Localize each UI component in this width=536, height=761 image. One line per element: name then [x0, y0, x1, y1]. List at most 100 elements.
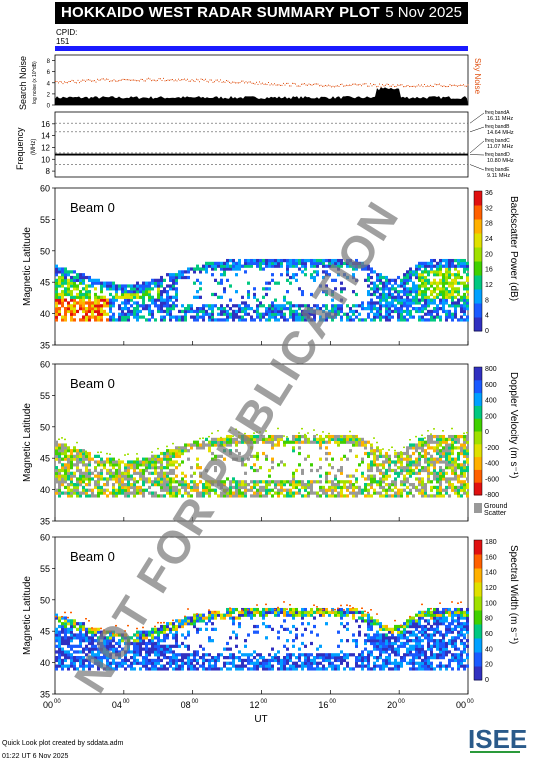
- heatmap-cell: [199, 644, 202, 648]
- heatmap-cell: [106, 494, 109, 498]
- colorbar-segment: [474, 482, 482, 496]
- heatmap-cell: [109, 315, 112, 319]
- heatmap-cell: [97, 318, 100, 322]
- ground-scatter-cell: [316, 494, 319, 498]
- heatmap-cell: [328, 451, 331, 456]
- heatmap-cell: [55, 318, 58, 322]
- heatmap-cell: [319, 318, 322, 322]
- heatmap-cell: [151, 315, 154, 319]
- ground-scatter-cell: [361, 437, 364, 442]
- heatmap-cell: [430, 624, 433, 629]
- heatmap-cell: [67, 644, 70, 648]
- sky-noise-point: [194, 80, 196, 82]
- heatmap-cell: [400, 491, 403, 495]
- heatmap-cell: [238, 494, 241, 498]
- heatmap-cell: [364, 451, 367, 456]
- heatmap-cell: [442, 451, 445, 456]
- heatmap-cell: [415, 641, 418, 646]
- heatmap-cell: [427, 446, 430, 450]
- ground-scatter-cell: [235, 494, 238, 498]
- heatmap-cell: [409, 653, 412, 657]
- heatmap-cell: [436, 471, 439, 475]
- sky-noise-point: [169, 79, 170, 81]
- heatmap-cell: [61, 616, 64, 620]
- heatmap-cell: [448, 309, 451, 314]
- heatmap-cell: [103, 667, 106, 671]
- ground-scatter-cell: [229, 480, 232, 484]
- heatmap-cell: [82, 664, 85, 668]
- heatmap-cell: [184, 644, 187, 648]
- heatmap-cell: [244, 309, 247, 314]
- heatmap-cell: [451, 295, 454, 299]
- heatmap-cell: [73, 664, 76, 668]
- sky-noise-point: [335, 85, 337, 87]
- heatmap-cell: [463, 446, 466, 450]
- ground-scatter-cell: [232, 440, 235, 444]
- heatmap-cell: [145, 658, 148, 663]
- heatmap-cell: [169, 315, 172, 319]
- heatmap-cell: [388, 290, 391, 294]
- sky-noise-point: [148, 77, 149, 79]
- heatmap-cell: [298, 653, 301, 657]
- heatmap-cell: [67, 468, 70, 473]
- heatmap-cell: [208, 318, 211, 322]
- heatmap-cell: [448, 315, 451, 319]
- heatmap-cell: [448, 624, 451, 629]
- ground-scatter-cell: [220, 491, 223, 495]
- heatmap-cell: [163, 304, 166, 308]
- sky-noise-point: [404, 86, 406, 88]
- sparse-cell: [382, 448, 384, 450]
- heatmap-cell: [175, 292, 178, 297]
- heatmap-cell: [175, 454, 178, 458]
- ground-scatter-cell: [115, 460, 118, 464]
- heatmap-cell: [163, 627, 166, 631]
- sky-noise-point: [179, 79, 181, 81]
- heatmap-cell: [451, 273, 454, 277]
- heatmap-cell: [109, 463, 112, 467]
- heatmap-cell: [127, 647, 130, 651]
- heatmap-cell: [454, 281, 457, 285]
- heatmap-cell: [268, 607, 271, 612]
- heatmap-cell: [391, 295, 394, 299]
- ground-scatter-cell: [172, 471, 175, 475]
- heatmap-cell: [82, 636, 85, 640]
- heatmap-cell: [67, 273, 70, 277]
- heatmap-cell: [85, 451, 88, 456]
- heatmap-cell: [76, 627, 79, 631]
- heatmap-cell: [421, 261, 424, 266]
- ground-scatter-cell: [130, 491, 133, 495]
- heatmap-cell: [421, 483, 424, 487]
- heatmap-cell: [94, 644, 97, 648]
- heatmap-cell: [427, 607, 430, 612]
- heatmap-cell: [415, 466, 418, 470]
- sky-noise-point: [62, 83, 64, 85]
- heatmap-cell: [376, 641, 379, 646]
- heatmap-cell: [70, 463, 73, 467]
- heatmap-cell: [118, 653, 121, 657]
- heatmap-cell: [241, 667, 244, 671]
- colorbar: -800-600-400-2000200400600800GroundScatt…: [473, 366, 507, 517]
- heatmap-cell: [421, 653, 424, 657]
- ground-scatter-cell: [82, 463, 85, 467]
- heatmap-cell: [163, 653, 166, 657]
- heatmap-cell: [424, 664, 427, 668]
- heatmap-cell: [415, 644, 418, 648]
- heatmap-cell: [346, 622, 349, 626]
- heatmap-cell: [379, 622, 382, 626]
- heatmap-cell: [325, 667, 328, 671]
- heatmap-cell: [61, 468, 64, 473]
- heatmap-cell: [397, 309, 400, 314]
- heatmap-cell: [328, 661, 331, 665]
- heatmap-cell: [415, 457, 418, 461]
- ground-scatter-cell: [334, 434, 337, 439]
- heatmap-cell: [241, 315, 244, 319]
- heatmap-cell: [145, 647, 148, 651]
- heatmap-cell: [124, 471, 127, 475]
- heatmap-cell: [322, 275, 325, 280]
- sky-noise-point: [92, 80, 94, 82]
- heatmap-cell: [466, 275, 469, 280]
- heatmap-cell: [142, 304, 145, 308]
- heatmap-cell: [58, 488, 61, 492]
- heatmap-cell: [106, 661, 109, 665]
- heatmap-cell: [340, 471, 343, 475]
